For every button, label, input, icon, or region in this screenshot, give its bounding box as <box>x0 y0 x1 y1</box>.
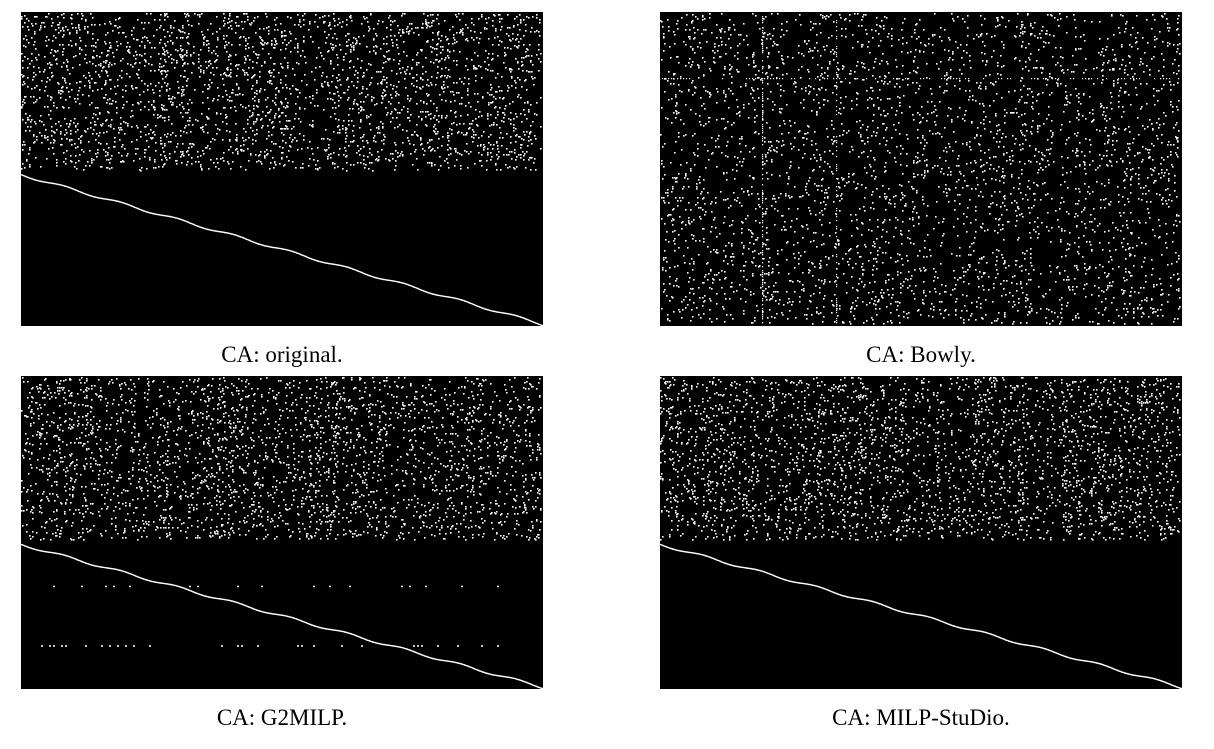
sparsity-matrix <box>21 13 543 326</box>
nonzero-entries <box>660 377 1182 689</box>
nonzero-entries <box>21 13 543 326</box>
nonzero-entries <box>660 13 1181 325</box>
sparsity-matrix <box>660 13 1181 325</box>
caption-original: CA: original. <box>221 342 343 367</box>
spy-plot-bowly <box>660 12 1182 326</box>
sparsity-matrix <box>660 377 1182 689</box>
nonzero-entries <box>21 377 543 689</box>
caption-bowly: CA: Bowly. <box>866 342 976 367</box>
sparsity-matrix <box>21 377 543 689</box>
caption-g2milp: CA: G2MILP. <box>216 705 348 730</box>
spy-plot-milp-studio <box>660 376 1182 689</box>
spy-plot-original <box>21 12 543 326</box>
caption-milp-studio: CA: MILP-StuDio. <box>832 705 1010 730</box>
spy-plot-g2milp <box>21 376 543 689</box>
